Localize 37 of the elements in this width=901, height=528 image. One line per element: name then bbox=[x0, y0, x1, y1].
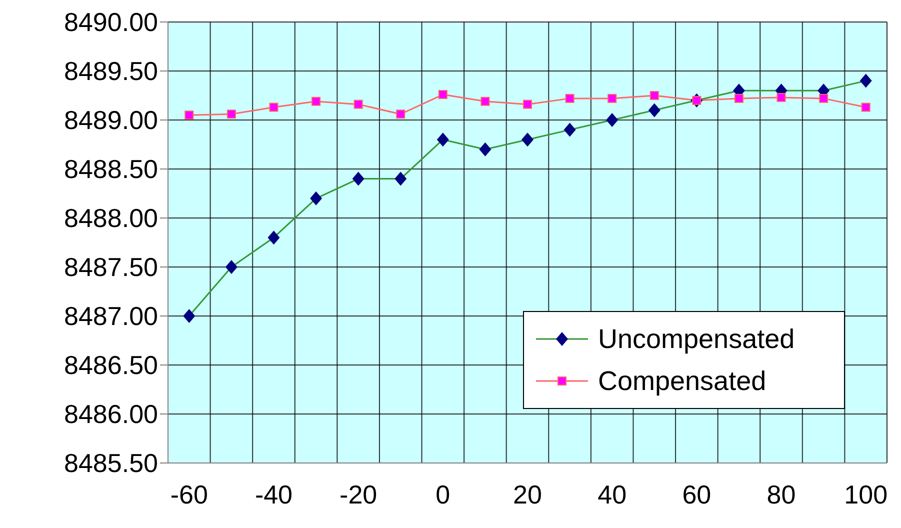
x-tick-label: -20 bbox=[340, 479, 378, 510]
point bbox=[396, 110, 406, 119]
x-tick-label: 40 bbox=[598, 479, 627, 510]
point bbox=[438, 90, 448, 100]
point bbox=[480, 96, 490, 106]
point bbox=[269, 102, 278, 112]
y-tick-label: 8485.50 bbox=[64, 448, 158, 478]
point bbox=[565, 94, 574, 103]
x-tick-label: 80 bbox=[766, 479, 796, 510]
x-tick-label: 100 bbox=[844, 479, 888, 510]
x-tick-label: 20 bbox=[513, 479, 542, 510]
y-tick-label: 8489.00 bbox=[64, 105, 158, 136]
point bbox=[523, 100, 532, 109]
point bbox=[819, 94, 828, 103]
point bbox=[861, 102, 870, 112]
y-tick-label: 8488.50 bbox=[64, 154, 158, 184]
y-tick-label: 8487.00 bbox=[64, 301, 158, 332]
point bbox=[312, 96, 321, 106]
point bbox=[226, 110, 236, 119]
point bbox=[650, 91, 659, 100]
x-tick-label: -40 bbox=[254, 479, 293, 510]
x-tick-label: -60 bbox=[170, 479, 208, 510]
y-tick-label: 8488.00 bbox=[64, 203, 158, 234]
point bbox=[354, 100, 363, 109]
y-tick-label: 8486.00 bbox=[64, 399, 158, 430]
y-tick-label: 8487.50 bbox=[64, 252, 158, 282]
legend-label: Compensated bbox=[598, 366, 766, 396]
point bbox=[776, 92, 786, 102]
y-tick-label: 8490.00 bbox=[64, 7, 158, 38]
point bbox=[608, 94, 617, 103]
y-tick-label: 8489.50 bbox=[64, 56, 158, 86]
point bbox=[734, 94, 744, 103]
point bbox=[184, 110, 194, 120]
x-tick-label: 0 bbox=[436, 479, 450, 510]
x-tick-label: 60 bbox=[682, 479, 712, 510]
legend-label: Uncompensated bbox=[598, 324, 795, 354]
y-tick-label: 8486.50 bbox=[64, 350, 158, 380]
